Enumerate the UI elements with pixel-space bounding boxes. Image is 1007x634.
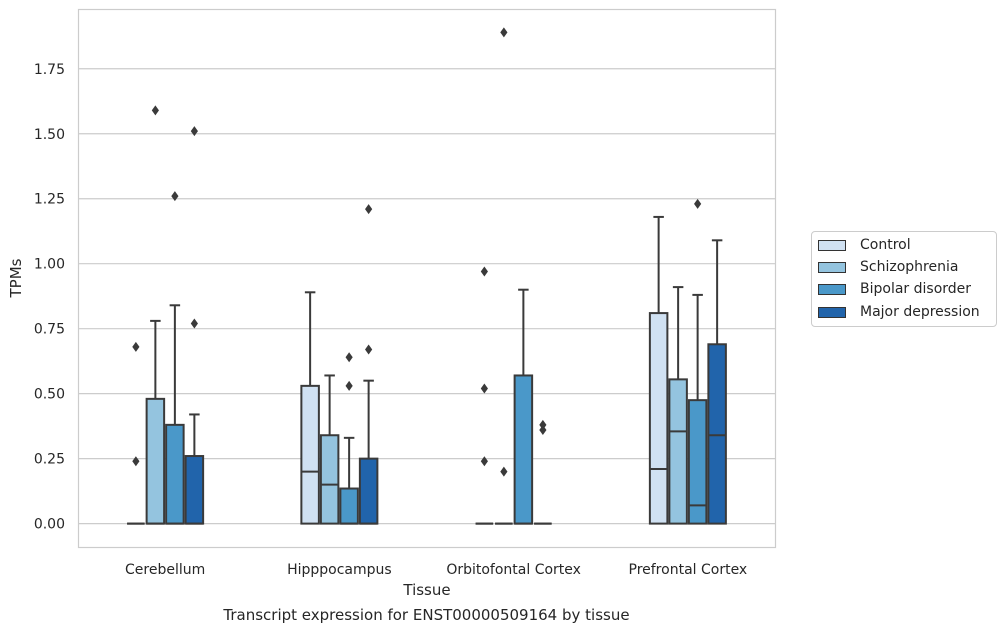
outlier-point [365, 204, 373, 215]
x-axis-label: Tissue [402, 581, 450, 599]
box-body [687, 399, 708, 525]
legend-label-major-depression: Major depression [860, 304, 980, 320]
legend-item-bipolar-disorder: Bipolar disorder [818, 279, 971, 299]
outlier-point [539, 425, 547, 436]
y-tick-label: 1.00 [34, 257, 65, 273]
box-body [165, 423, 185, 525]
x-tick-label: Prefrontal Cortex [629, 562, 748, 578]
box-schizophrenia-0 [145, 105, 166, 525]
outlier-point [345, 352, 353, 363]
legend-item-schizophrenia: Schizophrenia [818, 257, 958, 277]
outlier-point [171, 191, 179, 202]
legend: Control Schizophrenia Bipolar disorder M… [811, 231, 997, 327]
legend-item-major-depression: Major depression [818, 302, 980, 322]
box-control-2 [475, 266, 494, 525]
y-tick-label: 1.25 [34, 192, 65, 208]
x-tick-label: Cerebellum [125, 562, 205, 578]
outlier-point [151, 105, 159, 116]
y-tick-label: 1.75 [34, 62, 65, 78]
box-body [358, 457, 379, 525]
outlier-point [500, 27, 508, 38]
box-schizophrenia-3 [668, 286, 688, 525]
box-body [319, 434, 340, 525]
box-bipolar-disorder-1 [339, 352, 359, 525]
outlier-point [480, 456, 488, 467]
box-body [513, 374, 534, 525]
boxes [127, 27, 727, 525]
box-body [339, 487, 359, 525]
legend-swatch-bipolar-disorder [818, 283, 846, 295]
y-tick-label: 1.50 [34, 127, 65, 143]
box-body [668, 378, 688, 525]
box-major-depression-1 [358, 204, 379, 525]
y-tick-labels: 0.00 0.25 0.50 0.75 1.00 1.25 1.50 1.75 [34, 62, 65, 533]
x-tick-labels: Cerebellum Hipppocampus Orbitofontal Corte… [125, 562, 747, 578]
outlier-point [190, 126, 198, 137]
y-tick-label: 0.25 [34, 452, 65, 468]
box-control-3 [648, 215, 669, 525]
legend-label-bipolar-disorder: Bipolar disorder [860, 281, 972, 297]
outlier-point [500, 466, 508, 477]
y-tick-label: 0.75 [34, 322, 65, 338]
y-axis-label: TPMs [7, 258, 25, 298]
outlier-point [539, 419, 547, 430]
legend-label-control: Control [860, 237, 911, 253]
x-tick-label: Hipppocampus [287, 562, 392, 578]
box-control-1 [300, 291, 320, 525]
box-control-0 [127, 341, 145, 525]
legend-label-schizophrenia: Schizophrenia [860, 259, 959, 275]
box-schizophrenia-1 [319, 374, 340, 525]
outlier-point [132, 456, 140, 467]
legend-swatch-major-depression [818, 306, 846, 318]
outlier-point [190, 318, 198, 329]
plot-frame [77, 8, 777, 549]
outlier-point [480, 383, 488, 394]
box-body [300, 384, 320, 525]
box-body [707, 343, 727, 525]
legend-item-control: Control [818, 235, 911, 255]
box-major-depression-0 [184, 126, 205, 525]
box-bipolar-disorder-3 [687, 198, 708, 525]
outlier-point [132, 341, 140, 352]
box-bipolar-disorder-2 [513, 288, 534, 525]
legend-swatch-control [818, 239, 846, 251]
box-body [648, 312, 669, 525]
outlier-point [365, 344, 373, 355]
y-tick-label: 0.00 [34, 517, 65, 533]
box-body [145, 397, 166, 525]
box-major-depression-2 [534, 419, 552, 525]
outlier-point [480, 266, 488, 277]
x-tick-label: Orbitofontal Cortex [446, 562, 581, 578]
y-tick-label: 0.50 [34, 387, 65, 403]
chart-caption: Transcript expression for ENST0000050916… [223, 606, 630, 624]
box-bipolar-disorder-0 [165, 191, 185, 525]
legend-swatch-schizophrenia [818, 261, 846, 273]
box-major-depression-3 [707, 239, 727, 525]
box-body [184, 455, 205, 525]
outlier-point [694, 198, 702, 209]
outlier-point [345, 380, 353, 391]
box-schizophrenia-2 [495, 27, 513, 525]
